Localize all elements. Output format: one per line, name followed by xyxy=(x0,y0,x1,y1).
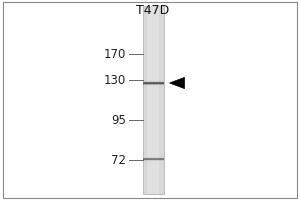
Text: 130: 130 xyxy=(104,73,126,86)
Text: 72: 72 xyxy=(111,154,126,166)
Text: 170: 170 xyxy=(103,47,126,60)
Bar xyxy=(142,6,164,194)
Bar xyxy=(147,6,159,194)
Polygon shape xyxy=(169,77,184,89)
Text: 95: 95 xyxy=(111,114,126,127)
Text: T47D: T47D xyxy=(136,3,169,17)
